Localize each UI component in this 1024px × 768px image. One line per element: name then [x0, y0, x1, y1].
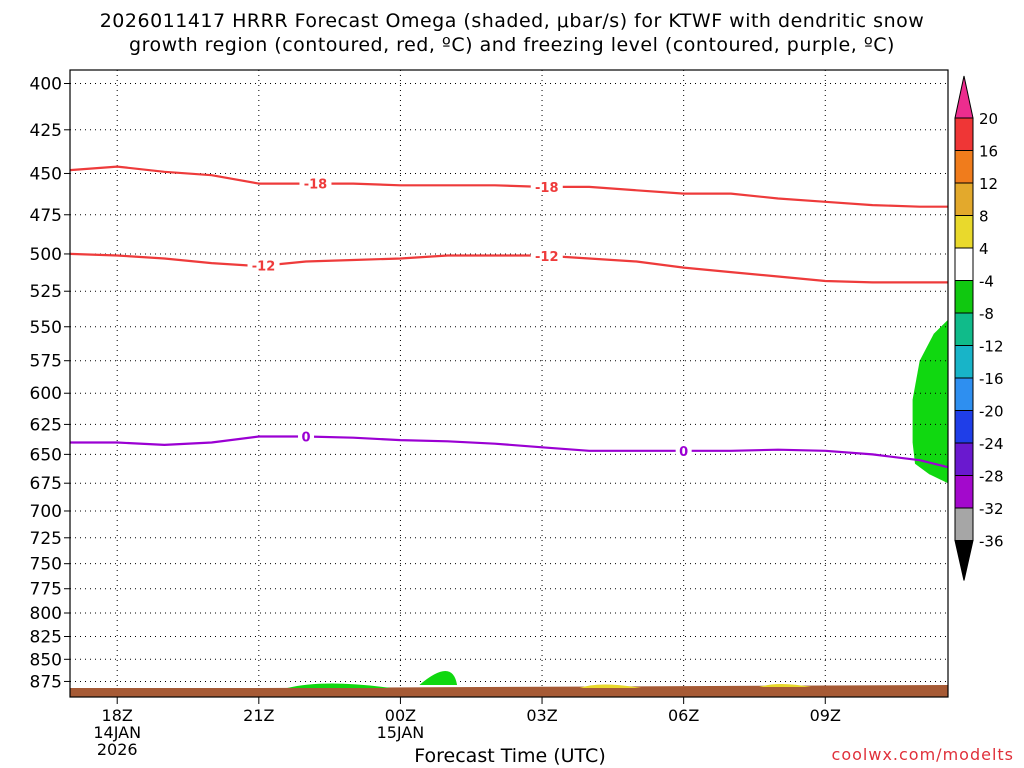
colorbar-swatch: [954, 150, 974, 184]
contour-label: 0: [301, 431, 310, 446]
contour-label-bg: [530, 178, 563, 195]
colorbar-tick-label: 8: [979, 208, 989, 226]
colorbar-tick-label: -12: [979, 338, 1004, 356]
contour-label-bg: [247, 257, 280, 274]
x-tick-label: 14JAN: [93, 723, 141, 742]
x-tick-label: 06Z: [668, 706, 699, 725]
contour-label: 0: [679, 445, 688, 460]
y-tick-label: 475: [30, 206, 62, 226]
colorbar-swatch: [954, 507, 974, 541]
colorbar-tick-label: 16: [979, 143, 998, 161]
y-tick-label: 875: [30, 672, 62, 692]
y-tick-label: 425: [30, 121, 62, 141]
colorbar-tick-label: -28: [979, 468, 1004, 486]
y-axis: 400 425 450 475 500 525 550 575 600 625 650 675 700 7…: [30, 74, 70, 692]
contour-label-bg: [299, 175, 332, 192]
colorbar: 20 16 12 8 4 -4 -8 -12 -16 -20 -24 -28 -32 -36: [954, 75, 1004, 581]
y-tick-label: 850: [30, 650, 62, 670]
x-tick-label: 2026: [97, 740, 138, 759]
contour-layer: -18 -18 -12 -12 0 0: [69, 165, 949, 469]
y-tick-label: 450: [30, 164, 62, 184]
contour-label-bg: [298, 428, 315, 445]
colorbar-arrow-bottom: [954, 540, 974, 581]
colorbar-swatch: [954, 475, 974, 509]
colorbar-tick-label: -24: [979, 435, 1004, 453]
colorbar-tick-label: -4: [979, 273, 994, 291]
grid-layer: [70, 70, 948, 697]
y-tick-label: 675: [30, 474, 62, 494]
colorbar-tick-label: 4: [979, 240, 989, 258]
terrain-layer: [70, 671, 948, 697]
x-tick-label: 03Z: [526, 706, 557, 725]
x-axis-title: Forecast Time (UTC): [414, 745, 606, 767]
y-tick-label: 525: [30, 282, 62, 302]
y-tick-label: 550: [30, 318, 62, 338]
colorbar-tick-label: -16: [979, 370, 1004, 388]
contour-label: -18: [535, 181, 559, 196]
contour-line-0: [70, 435, 949, 469]
chart-title-line-1: 2026011417 HRRR Forecast Omega (shaded, …: [99, 10, 925, 32]
x-tick-label: 09Z: [810, 706, 841, 725]
y-tick-label: 500: [30, 245, 62, 265]
colorbar-tick-label: -36: [979, 533, 1004, 551]
colorbar-arrow-top: [954, 75, 974, 119]
colorbar-swatch: [954, 410, 974, 444]
y-tick-label: 700: [30, 502, 62, 522]
x-tick-label: 18Z: [102, 706, 133, 725]
contour-line--12: [69, 252, 948, 284]
y-tick-label: 625: [30, 415, 62, 435]
y-tick-label: 725: [30, 529, 62, 549]
colorbar-swatch: [954, 215, 974, 249]
y-tick-label: 650: [30, 445, 62, 465]
chart-title-line-2: growth region (contoured, red, ºC) and f…: [129, 34, 895, 56]
colorbar-swatch: [954, 280, 974, 314]
omega-patch: [579, 684, 642, 688]
contour-label: -18: [304, 178, 328, 193]
contour-label-bg: [530, 247, 563, 264]
plot-frame: [69, 69, 949, 698]
colorbar-tick-label: -8: [979, 305, 994, 323]
y-tick-label: 800: [30, 604, 62, 624]
contour-label: -12: [535, 250, 559, 265]
omega-patch: [287, 683, 391, 688]
omega-shading-layer: [912, 319, 948, 484]
colorbar-tick-label: -32: [979, 500, 1004, 518]
omega-patch: [759, 684, 812, 687]
omega-shaded-region: [912, 319, 948, 484]
y-tick-label: 575: [30, 352, 62, 372]
y-tick-label: 600: [30, 384, 62, 404]
y-tick-label: 400: [30, 74, 62, 94]
source-credit: coolwx.com/modelts: [831, 745, 1014, 764]
contour-label-bg: [675, 442, 692, 459]
contour-line--18: [69, 165, 948, 208]
colorbar-swatch: [954, 442, 974, 476]
terrain-strip: [70, 688, 948, 697]
y-tick-label: 825: [30, 627, 62, 647]
colorbar-swatch: [954, 117, 974, 151]
colorbar-swatch: [954, 247, 974, 281]
omega-patch: [419, 671, 458, 685]
x-tick-label: 21Z: [243, 706, 274, 725]
x-tick-label: 00Z: [385, 706, 416, 725]
x-tick-label: 15JAN: [377, 723, 425, 742]
colorbar-tick-label: -20: [979, 403, 1004, 421]
colorbar-tick-label: 20: [979, 110, 998, 128]
colorbar-swatch: [954, 182, 974, 216]
colorbar-swatch: [954, 312, 974, 346]
y-tick-label: 775: [30, 580, 62, 600]
y-tick-label: 750: [30, 555, 62, 575]
contour-label: -12: [252, 260, 276, 275]
colorbar-swatch: [954, 377, 974, 411]
colorbar-swatch: [954, 345, 974, 379]
colorbar-tick-label: 12: [979, 175, 998, 193]
